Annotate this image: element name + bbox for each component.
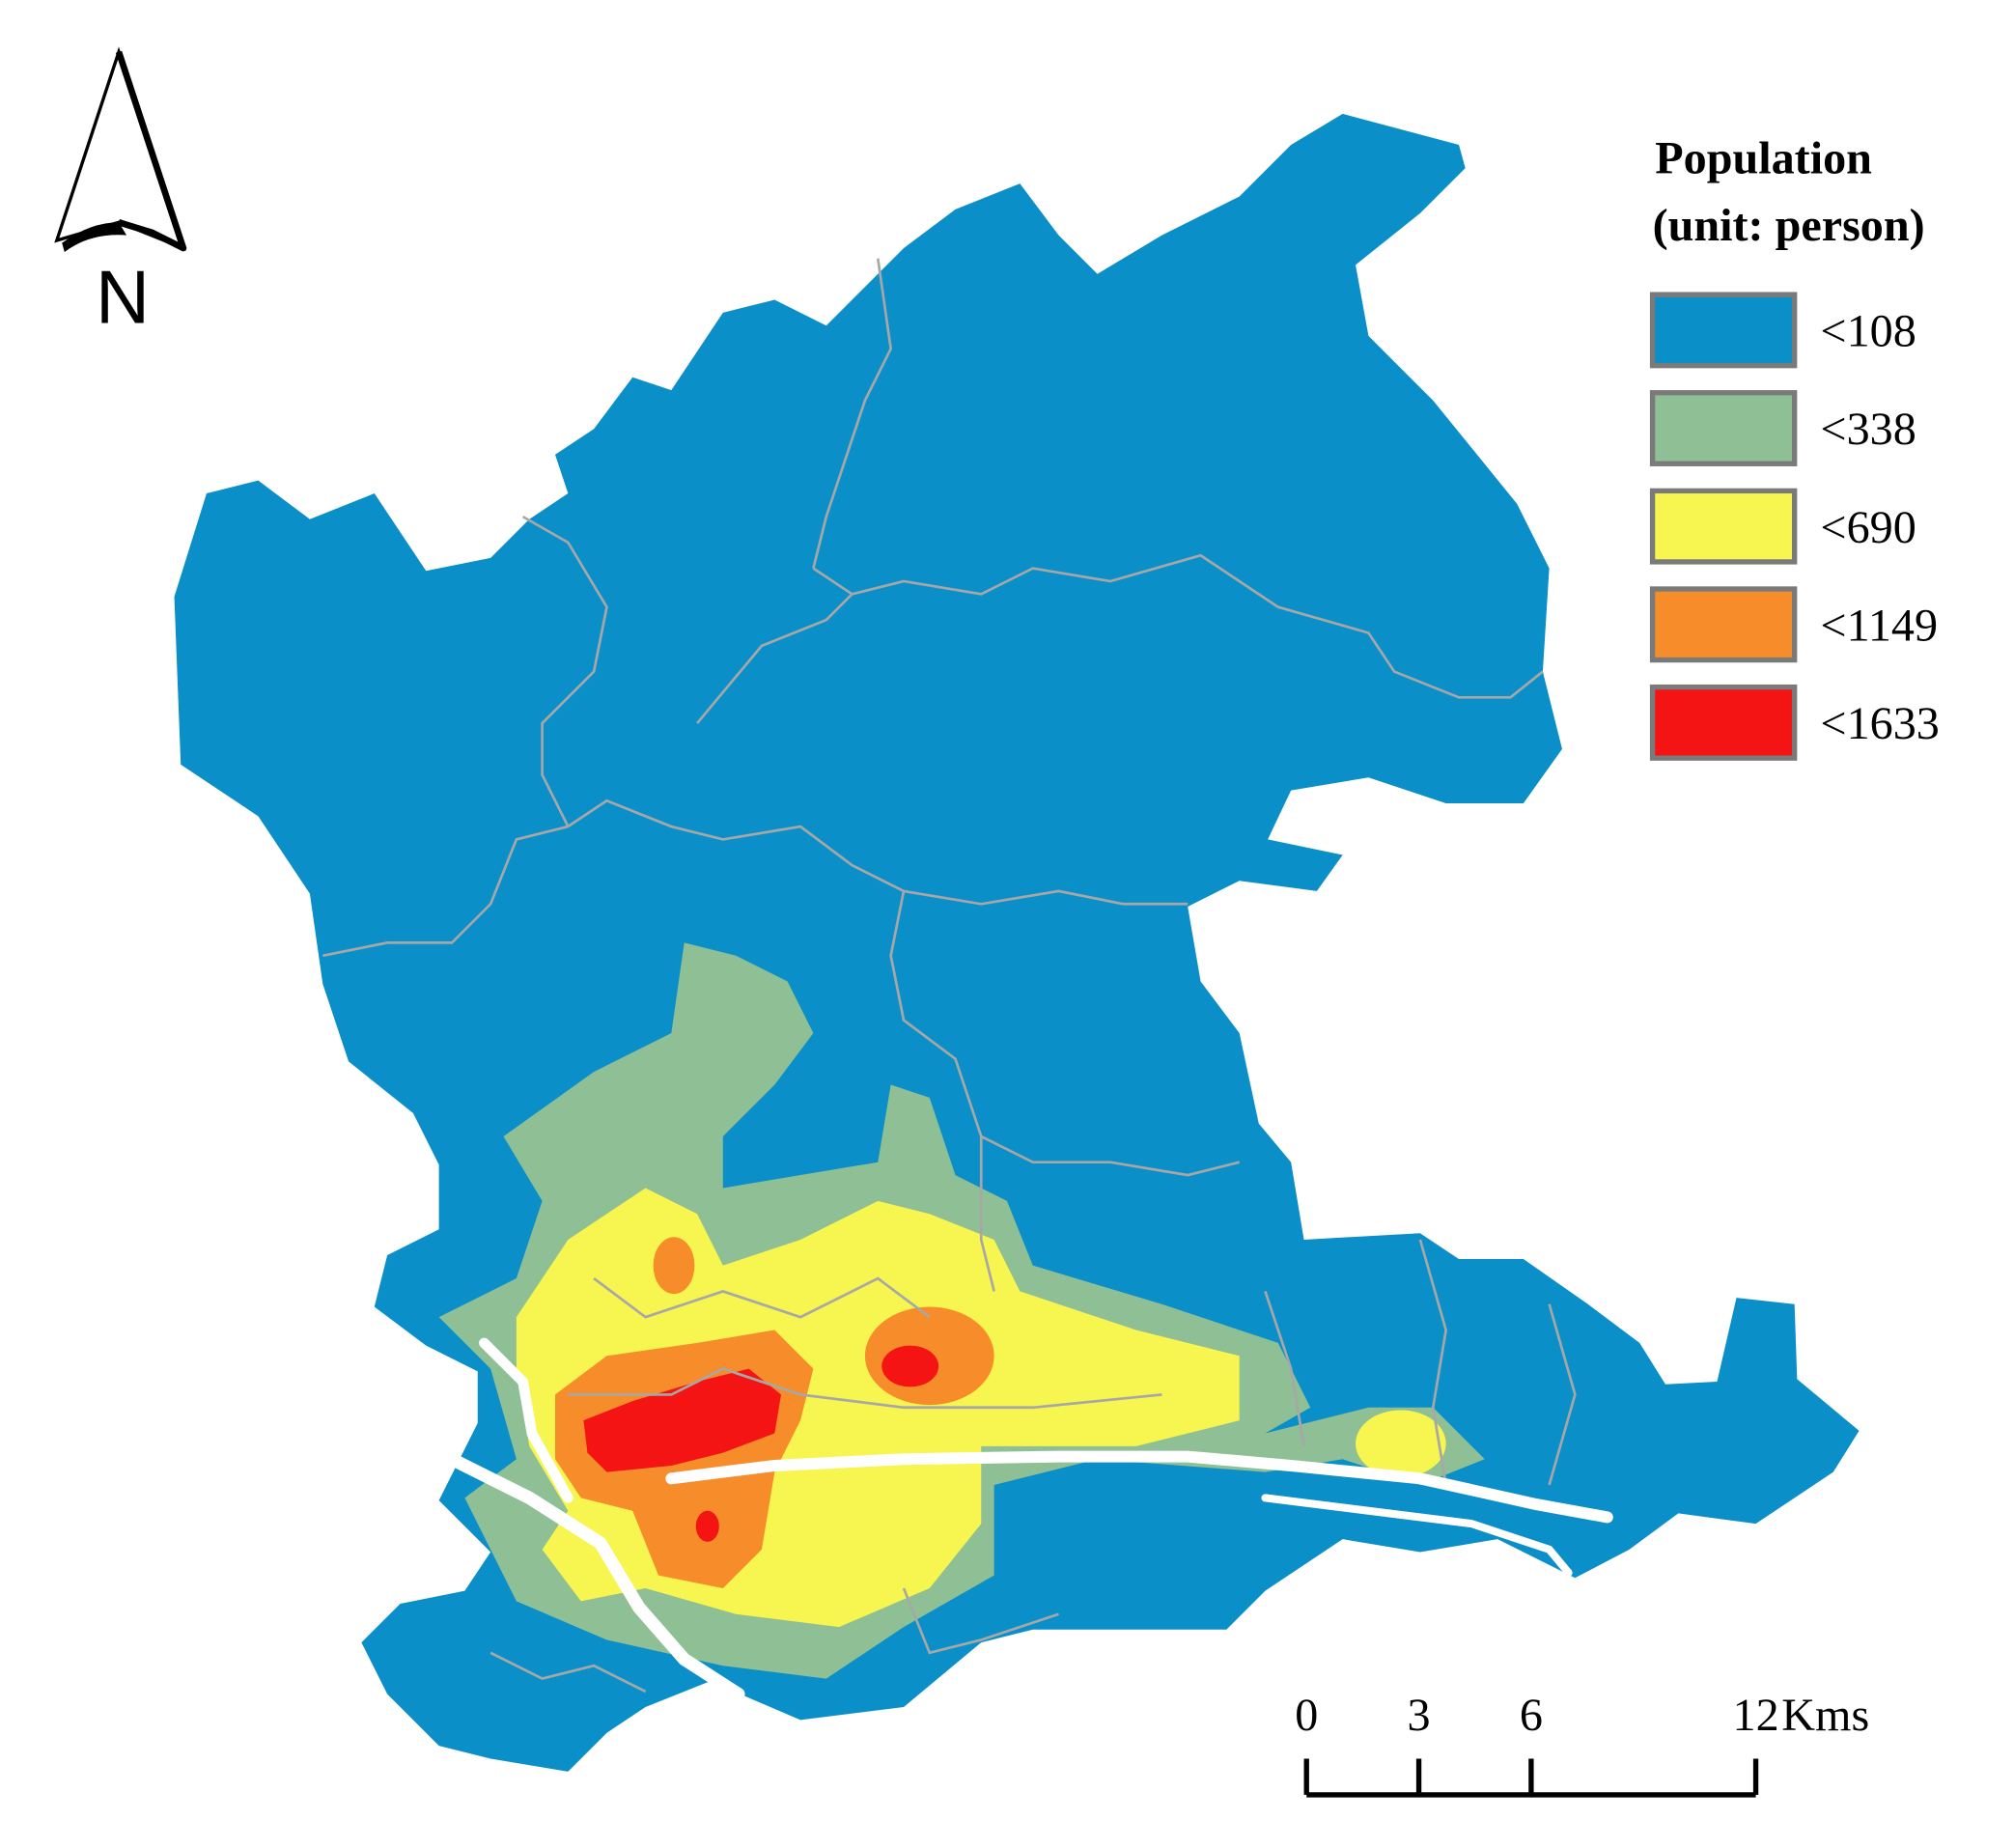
north-arrow-edge bbox=[115, 50, 187, 252]
boundary bbox=[696, 593, 853, 724]
zone-1633 bbox=[583, 1368, 781, 1472]
legend-label: <108 bbox=[1820, 306, 1916, 357]
legend-label: <1633 bbox=[1820, 698, 1939, 749]
scale-unit: Kms bbox=[1781, 1690, 1869, 1741]
boundary bbox=[567, 798, 1189, 906]
rivers bbox=[445, 1337, 1613, 1701]
boundary bbox=[1418, 1239, 1448, 1486]
river bbox=[1261, 1494, 1573, 1577]
north-arrow-body bbox=[54, 46, 186, 251]
zone-1633 bbox=[881, 1345, 939, 1387]
legend-label: <690 bbox=[1820, 502, 1916, 553]
boundary bbox=[521, 515, 608, 827]
legend-label: <338 bbox=[1820, 404, 1916, 455]
boundary bbox=[812, 258, 893, 569]
north-arrow-base bbox=[62, 222, 127, 252]
density-zones bbox=[438, 942, 1485, 1679]
boundary bbox=[902, 1587, 1059, 1655]
district-boundaries bbox=[322, 258, 1577, 1694]
legend-swatch bbox=[1649, 586, 1798, 663]
scale-tick-label: 3 bbox=[1408, 1690, 1431, 1741]
boundary bbox=[1264, 1291, 1305, 1447]
boundary bbox=[979, 1135, 995, 1292]
legend-subtitle: (unit: person) bbox=[1653, 200, 1925, 251]
legend: Population (unit: person) <108 <338 <690 <1… bbox=[1649, 132, 1940, 761]
boundary bbox=[593, 1276, 931, 1319]
legend-swatch bbox=[1649, 292, 1798, 369]
river bbox=[479, 1337, 573, 1503]
scale-tick-label: 12 bbox=[1733, 1690, 1779, 1741]
boundary bbox=[1548, 1303, 1577, 1486]
north-label: N bbox=[96, 257, 150, 340]
zone-1149 bbox=[653, 1237, 695, 1295]
scale-tick-label: 0 bbox=[1295, 1690, 1318, 1741]
scale-bar: 0 3 6 12 Kms bbox=[1295, 1690, 1869, 1798]
legend-swatch bbox=[1649, 684, 1798, 761]
zone-690 bbox=[1356, 1410, 1446, 1477]
legend-swatch bbox=[1649, 488, 1798, 565]
zone-1633 bbox=[695, 1510, 719, 1542]
boundary bbox=[568, 1367, 1162, 1410]
scale-tick-label: 6 bbox=[1520, 1690, 1543, 1741]
boundary bbox=[812, 553, 1544, 699]
legend-swatch bbox=[1649, 390, 1798, 466]
north-arrow: N bbox=[54, 46, 187, 340]
river bbox=[445, 1452, 745, 1701]
boundary bbox=[322, 825, 569, 958]
boundary bbox=[490, 1651, 647, 1694]
legend-label: <1149 bbox=[1820, 600, 1938, 651]
river bbox=[665, 1450, 1613, 1524]
legend-title: Population bbox=[1655, 132, 1872, 183]
